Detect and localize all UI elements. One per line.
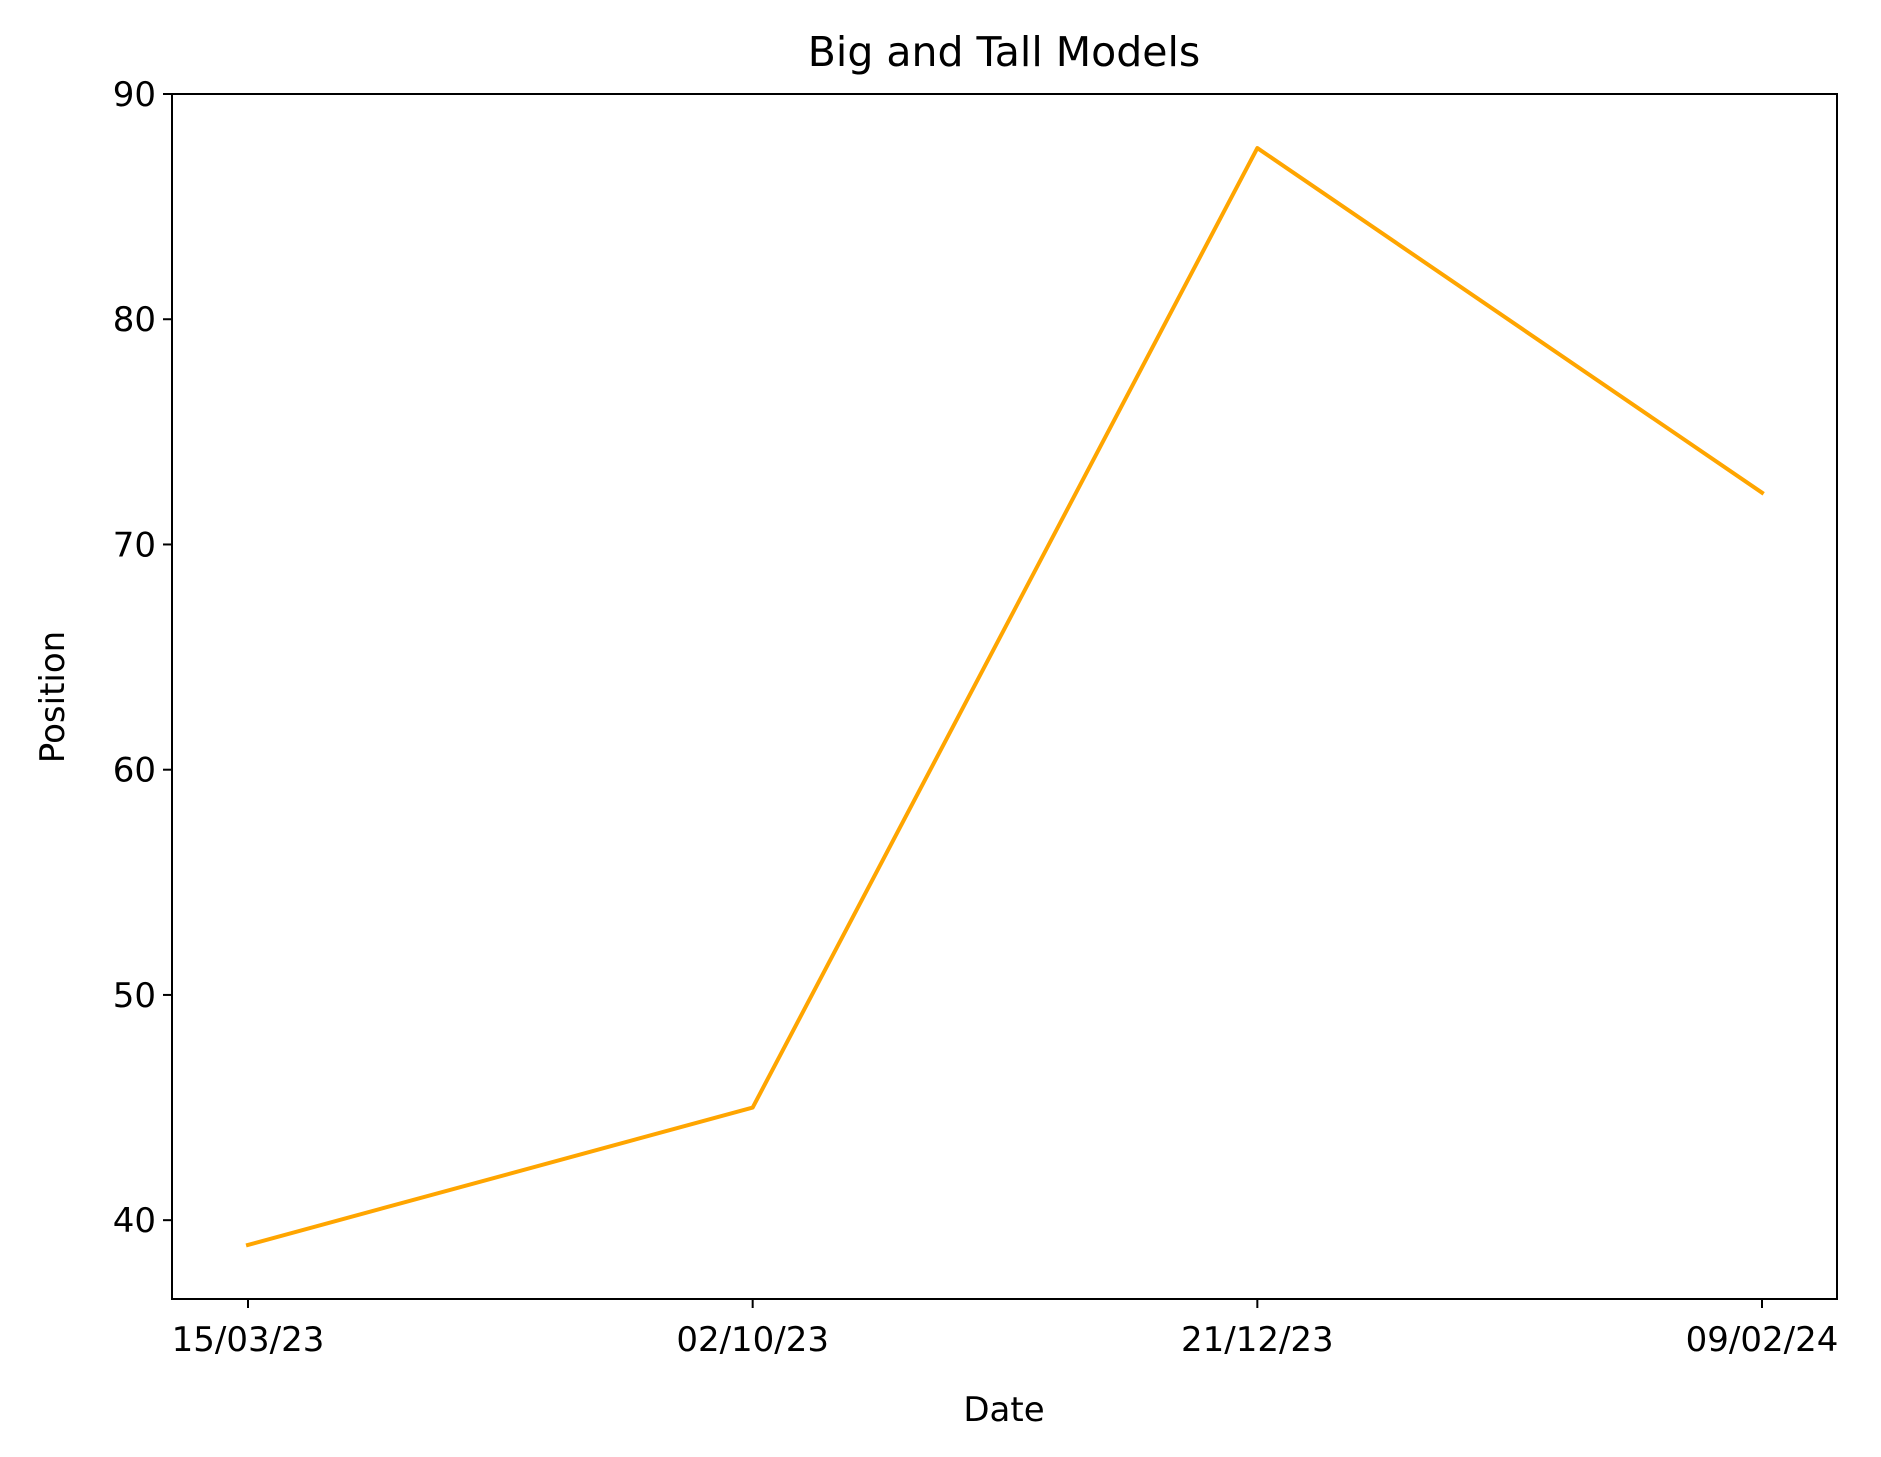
series-layer xyxy=(245,146,1765,1248)
y-tick-label: 70 xyxy=(113,525,156,565)
y-tick-label: 60 xyxy=(113,751,156,791)
chart-title: Big and Tall Models xyxy=(808,28,1200,76)
series-line xyxy=(245,146,1765,1248)
plot-area-frame xyxy=(171,93,1838,1300)
y-tick-label: 40 xyxy=(113,1201,156,1241)
y-tick-label: 50 xyxy=(113,976,156,1016)
y-axis-ticks: 40 50 60 70 80 90 xyxy=(113,75,172,1241)
x-axis-ticks: 15/03/23 02/10/23 21/12/23 09/02/24 xyxy=(172,1299,1839,1360)
y-tick-label: 80 xyxy=(113,300,156,340)
x-tick-label: 02/10/23 xyxy=(676,1320,829,1360)
x-tick-label: 09/02/24 xyxy=(1686,1320,1839,1360)
x-tick-label: 15/03/23 xyxy=(172,1320,325,1360)
y-axis-label: Position xyxy=(33,631,73,763)
x-axis-label: Date xyxy=(963,1390,1044,1430)
y-tick-label: 90 xyxy=(113,75,156,115)
x-tick-label: 21/12/23 xyxy=(1181,1320,1334,1360)
